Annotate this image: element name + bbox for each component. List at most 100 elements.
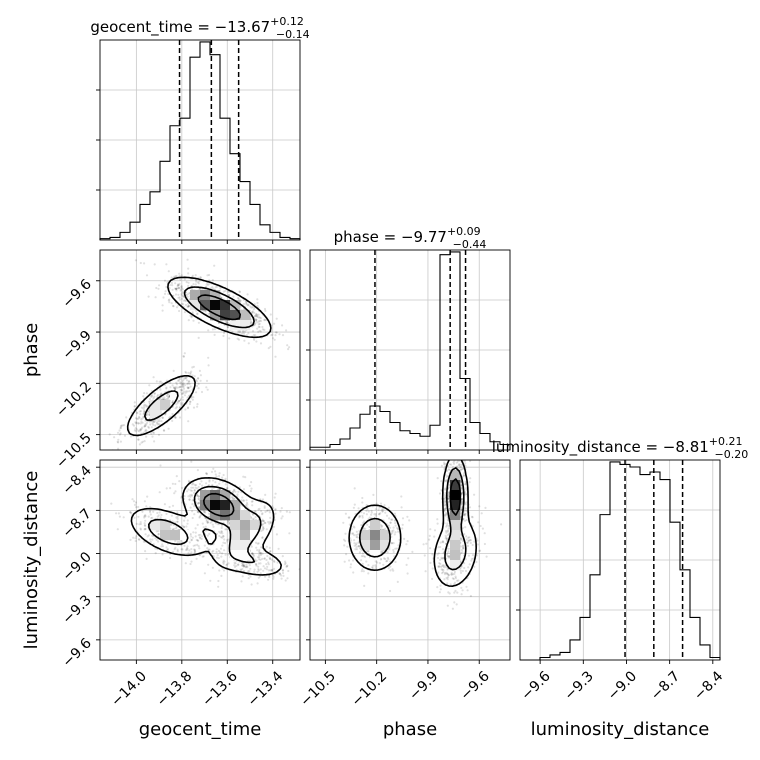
scatter-point [183,525,186,529]
scatter-point [260,546,263,549]
scatter-point [470,557,474,560]
scatter-point [191,503,194,506]
scatter-point [273,322,276,325]
scatter-point [141,440,144,443]
scatter-point [391,568,394,571]
scatter-point [181,402,184,405]
scatter-point [197,377,200,380]
scatter-point [122,424,126,427]
density-cell [220,490,231,501]
scatter-point [169,386,172,389]
scatter-point [224,477,227,480]
scatter-point [447,574,450,577]
scatter-point [483,542,486,546]
scatter-point [353,526,356,529]
scatter-point [268,556,271,559]
scatter-point [444,495,447,498]
scatter-point [186,390,189,393]
scatter-point [357,541,360,544]
scatter-point [274,512,277,515]
scatter-point [356,533,360,536]
scatter-point [286,577,289,580]
scatter-point [192,283,195,286]
title-main: luminosity_distance = −8.81 [492,438,709,457]
scatter-point [178,386,182,389]
scatter-point [270,558,274,561]
panel-frame [519,459,721,661]
scatter-point [195,502,199,505]
scatter-point [374,514,377,517]
scatter-point [157,514,160,517]
title-plus: +0.09 [447,225,481,238]
scatter-point [179,378,182,381]
scatter-point [217,585,220,588]
scatter-point [250,306,253,309]
scatter-point [166,393,169,396]
scatter-point [193,551,196,555]
scatter-point [169,487,172,490]
scatter-point [198,547,201,550]
scatter-point [428,534,431,538]
density-cell [450,530,461,541]
scatter-point [394,560,397,564]
scatter-point [171,504,175,507]
scatter-point [154,296,157,299]
scatter-point [184,303,188,307]
scatter-point [205,472,208,475]
scatter-point [190,460,193,463]
scatter-point [180,393,183,396]
density-cell [230,510,241,521]
scatter-point [457,441,459,443]
scatter-point [150,517,153,520]
scatter-point [178,298,181,301]
y-tick-label: −8.7 [59,506,94,541]
scatter-point [270,334,273,337]
scatter-point [262,565,265,568]
joint-geocent_time-luminosity_distance [110,460,316,588]
scatter-point [163,292,167,295]
scatter-point [257,313,260,316]
scatter-point [440,568,443,571]
scatter-point [152,431,155,434]
scatter-point [436,477,439,480]
scatter-point [345,553,348,556]
scatter-point [119,427,122,430]
scatter-point [394,524,397,527]
scatter-point [314,574,316,576]
scatter-point [431,577,434,581]
scatter-point [259,317,262,320]
density-cell [200,300,211,311]
scatter-point [261,557,264,561]
scatter-point [158,380,161,383]
scatter-point [207,548,210,551]
scatter-point [444,537,447,540]
scatter-point [460,506,463,509]
density-cell [380,540,391,551]
scatter-point [216,285,219,288]
scatter-point [265,558,268,562]
scatter-point [374,560,377,563]
scatter-point [191,274,194,277]
scatter-point [468,481,471,484]
scatter-point [187,386,190,390]
scatter-point [116,440,119,443]
scatter-point [143,528,146,531]
scatter-point [246,565,249,568]
scatter-point [207,329,210,332]
scatter-point [134,454,136,456]
scatter-point [134,421,137,424]
scatter-point [186,407,190,410]
scatter-point [147,425,150,428]
scatter-point [251,500,254,503]
scatter-point [464,462,467,465]
scatter-point [376,561,379,564]
scatter-point [219,547,223,550]
scatter-point [207,484,211,487]
scatter-point [208,532,211,536]
scatter-point [462,472,465,475]
scatter-point [186,490,189,493]
scatter-point [263,307,267,311]
scatter-point [178,275,181,278]
scatter-point [436,518,439,521]
scatter-point [473,493,476,496]
